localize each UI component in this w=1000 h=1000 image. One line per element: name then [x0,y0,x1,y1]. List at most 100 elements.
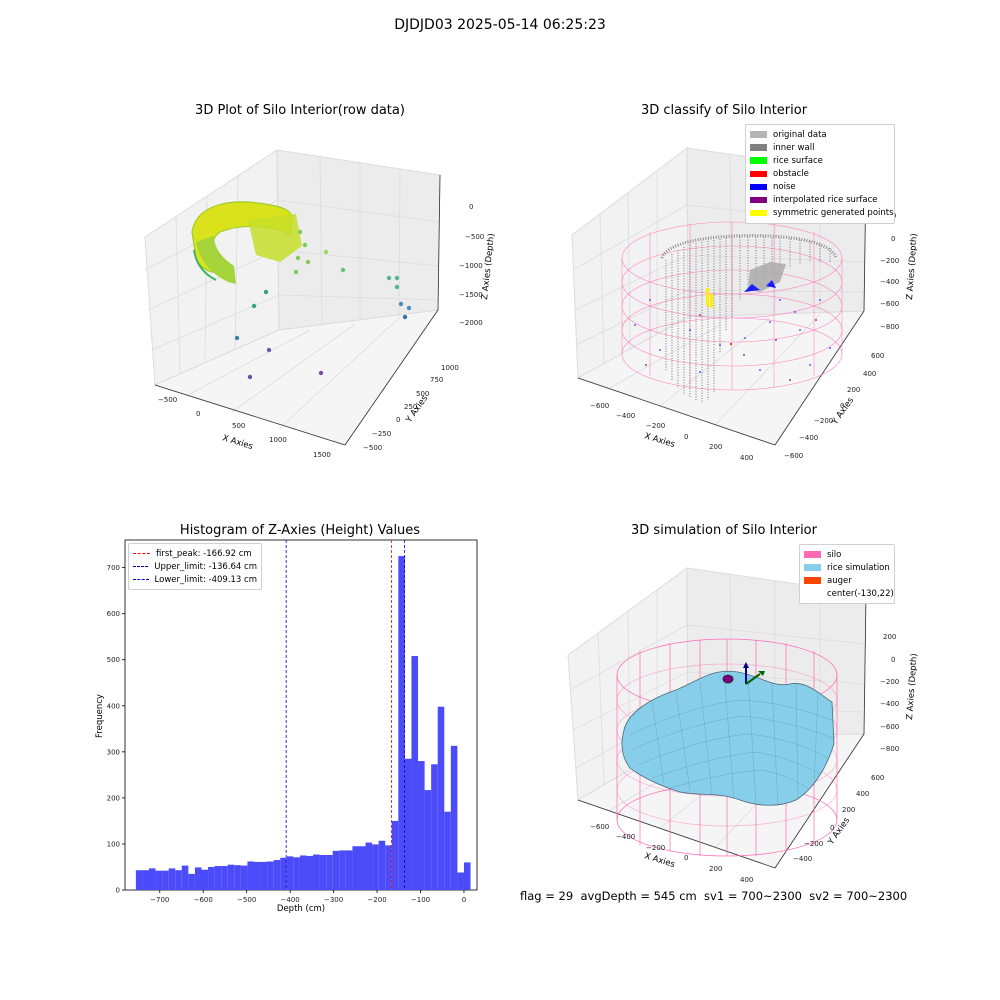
simulation-z-ticks: 200 0 −200 −400 −600 −800 [880,633,899,753]
histogram-bar [450,745,458,890]
legend-label: silo [827,549,842,560]
auger-swatch [804,577,821,584]
histogram-bar [319,855,327,890]
classify-panel-title: 3D classify of Silo Interior [640,103,808,118]
raw-panel-title: 3D Plot of Silo Interior(row data) [195,103,405,118]
center-swatch [804,591,821,598]
classify-z-tick: −200 [880,257,899,265]
histogram-bar [247,861,254,890]
legend-entry-interpolated: interpolated rice surface [750,193,890,206]
classify-y-tick: 0 [840,402,844,410]
simulation-x-tick: 0 [684,854,688,862]
classify-y-tick: −400 [799,434,818,442]
raw-x-tick: 500 [232,422,245,430]
histogram-bar [358,846,366,890]
classify-y-ticks: 600 400 200 0 −200 −400 −600 [784,352,884,460]
histogram-bar [188,873,195,890]
histogram-x-tick-label: −500 [237,896,256,904]
histogram-bar [424,790,432,890]
histogram-bar [273,860,281,890]
raw-z-ticks: 0 −500 −1000 −1500 −2000 [459,203,484,327]
simulation-x-tick: −200 [646,844,665,852]
simulation-x-tick: 200 [709,865,722,873]
raw-x-tick: −500 [158,396,177,404]
histogram-x-tick-label: −600 [194,896,213,904]
legend-label: Lower_limit: -409.13 cm [154,574,257,585]
rice-surface-swatch [750,157,767,164]
histogram-bar [201,869,209,890]
histogram-y-tick-label: 0 [116,887,120,895]
legend-entry-noise: noise [750,180,890,193]
histogram-bar [457,872,464,890]
histogram-bar [431,764,438,890]
simulation-panel-title: 3D simulation of Silo Interior [631,523,817,538]
histogram-bar [372,844,379,890]
histogram-bar [208,866,215,890]
simulation-z-tick: −600 [880,723,899,731]
histogram-y-tick-label: 500 [107,656,120,664]
histogram-bar [404,758,412,890]
raw-point-cloud [191,201,412,380]
raw-z-tick: −500 [465,233,484,241]
legend-label: inner wall [773,142,815,153]
legend-entry-original-data: original data [750,128,890,141]
histogram-bar [162,870,169,890]
histogram-bar [240,865,248,890]
simulation-y-ticks: 600 400 200 0 −200 −400 [793,774,884,863]
histogram-bar [142,870,149,890]
histogram-bar [227,864,235,890]
raw-y-tick: 500 [416,390,429,398]
histogram-bar [326,855,333,890]
histogram-ref-lines [285,540,405,890]
legend-entry-auger: auger [804,574,890,587]
raw-y-tick: 750 [430,376,443,384]
histogram-bar [391,820,399,890]
histogram-y-tick-label: 300 [107,748,120,756]
histogram-bar [332,850,340,890]
legend-label: interpolated rice surface [773,195,878,206]
histogram-bar [352,846,359,890]
simulation-y-tick: −400 [793,855,812,863]
upper-limit-line-swatch [133,566,149,568]
histogram-bar [437,706,445,890]
histogram-x-ticks: −700 −600 −500 −400 −300 −200 −100 0 [150,890,466,904]
classify-x-tick: −600 [590,402,609,410]
histogram-x-tick-label: −200 [367,896,386,904]
obstacle-swatch [750,170,767,178]
histogram-bar [385,845,392,890]
histogram-bar [267,861,274,890]
raw-y-ticks: 1000 750 500 250 0 −250 −500 [363,364,459,452]
legend-label: obstacle [773,168,809,179]
simulation-x-ticks: −600 −400 −200 0 200 400 [590,823,753,884]
raw-x-tick: 1500 [313,451,331,459]
simulation-x-tick: −400 [616,833,635,841]
rice-simulation-swatch [804,564,821,571]
classify-x-tick: 0 [684,433,688,441]
raw-x-ticks: −500 0 500 1000 1500 [158,396,331,459]
histogram-bar [280,857,287,890]
simulation-y-tick: −200 [804,840,823,848]
histogram-bar [378,840,386,890]
legend-label: noise [773,181,796,192]
noise-swatch [750,183,767,191]
lower-limit-line-swatch [133,579,149,581]
histogram-bars [135,556,471,890]
classify-z-tick: 0 [891,235,895,243]
histogram-bar [175,870,182,890]
classify-z-label: Z Axies (Depth) [905,233,920,300]
legend-entry-rice-simulation: rice simulation [804,561,890,574]
histogram-panel-title: Histogram of Z-Axies (Height) Values [179,523,421,538]
histogram-y-ticks: 0 100 200 300 400 500 600 700 [107,564,125,895]
simulation-z-label: Z Axies (Depth) [905,653,920,720]
histogram-x-tick-label: −700 [150,896,169,904]
legend-label: rice surface [773,155,823,166]
classify-y-tick: −200 [814,417,833,425]
legend-label: first_peak: -166.92 cm [156,548,252,559]
classify-x-tick: −400 [616,412,635,420]
simulation-y-tick: 200 [842,806,855,814]
legend-label: symmetric generated points [773,208,894,219]
